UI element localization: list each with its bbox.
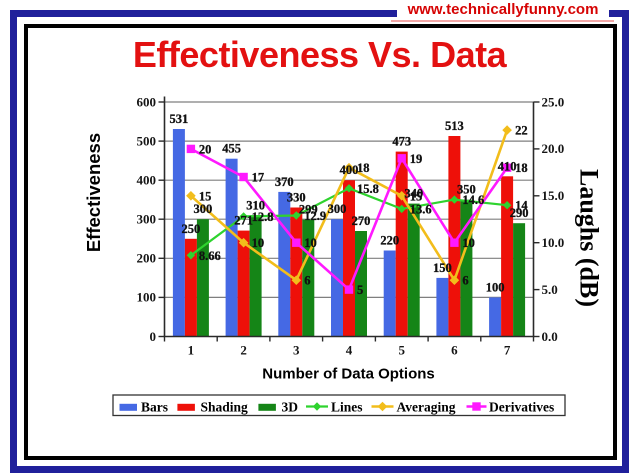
svg-text:340: 340 xyxy=(404,187,423,201)
svg-text:250: 250 xyxy=(182,222,201,236)
svg-text:19: 19 xyxy=(410,152,423,166)
svg-text:0.0: 0.0 xyxy=(542,329,558,344)
svg-text:531: 531 xyxy=(170,112,189,126)
svg-text:473: 473 xyxy=(392,135,411,149)
svg-text:400: 400 xyxy=(137,173,157,188)
svg-text:350: 350 xyxy=(457,183,476,197)
svg-text:15: 15 xyxy=(199,189,212,203)
svg-text:271: 271 xyxy=(234,214,253,228)
svg-text:400: 400 xyxy=(340,163,359,177)
svg-text:18: 18 xyxy=(515,161,528,175)
svg-text:370: 370 xyxy=(275,175,294,189)
svg-text:Averaging: Averaging xyxy=(397,400,456,415)
svg-text:22: 22 xyxy=(515,124,528,138)
svg-text:300: 300 xyxy=(137,212,157,227)
svg-text:600: 600 xyxy=(137,94,157,109)
svg-text:2: 2 xyxy=(240,343,247,358)
svg-text:18: 18 xyxy=(357,161,370,175)
svg-text:12.8: 12.8 xyxy=(252,210,274,224)
svg-text:15.8: 15.8 xyxy=(357,182,379,196)
svg-text:1: 1 xyxy=(188,343,195,358)
svg-text:7: 7 xyxy=(504,343,511,358)
svg-text:Number of Data Options: Number of Data Options xyxy=(262,366,435,383)
svg-text:Derivatives: Derivatives xyxy=(489,400,554,415)
svg-text:13.6: 13.6 xyxy=(410,202,432,216)
svg-text:500: 500 xyxy=(137,133,157,148)
svg-text:299: 299 xyxy=(299,203,318,217)
svg-text:100: 100 xyxy=(486,280,505,294)
svg-text:4: 4 xyxy=(346,343,353,358)
svg-text:200: 200 xyxy=(137,251,157,266)
svg-text:220: 220 xyxy=(380,234,399,248)
svg-text:6: 6 xyxy=(451,343,458,358)
svg-text:Shading: Shading xyxy=(201,400,249,415)
svg-text:270: 270 xyxy=(352,214,371,228)
svg-text:3: 3 xyxy=(293,343,300,358)
svg-text:300: 300 xyxy=(194,202,213,216)
svg-text:513: 513 xyxy=(445,119,464,133)
svg-text:15.0: 15.0 xyxy=(542,188,565,203)
svg-text:310: 310 xyxy=(246,198,265,212)
svg-text:17: 17 xyxy=(252,171,265,185)
svg-text:15: 15 xyxy=(410,189,423,203)
svg-text:5.0: 5.0 xyxy=(542,282,558,297)
svg-text:3D: 3D xyxy=(282,400,299,415)
svg-text:Laughs (dB): Laughs (dB) xyxy=(575,169,604,307)
svg-text:12.9: 12.9 xyxy=(304,209,326,223)
svg-text:Effectiveness: Effectiveness xyxy=(83,133,104,252)
svg-text:10: 10 xyxy=(252,236,265,250)
svg-text:8.66: 8.66 xyxy=(199,249,221,263)
svg-text:6: 6 xyxy=(304,274,310,288)
svg-text:100: 100 xyxy=(137,290,157,305)
svg-text:6: 6 xyxy=(462,274,468,288)
svg-text:410: 410 xyxy=(498,159,517,173)
svg-text:25.0: 25.0 xyxy=(542,94,565,109)
svg-text:330: 330 xyxy=(287,191,306,205)
svg-text:10: 10 xyxy=(462,236,475,250)
svg-text:10: 10 xyxy=(304,236,317,250)
svg-text:0: 0 xyxy=(150,329,157,344)
svg-text:10.0: 10.0 xyxy=(542,235,565,250)
svg-text:Lines: Lines xyxy=(331,400,363,415)
svg-text:20.0: 20.0 xyxy=(542,141,565,156)
svg-text:Bars: Bars xyxy=(141,400,168,415)
svg-text:20: 20 xyxy=(199,142,212,156)
svg-text:290: 290 xyxy=(510,206,529,220)
svg-text:14: 14 xyxy=(515,199,528,213)
svg-text:14.6: 14.6 xyxy=(462,193,484,207)
svg-text:150: 150 xyxy=(433,261,452,275)
svg-text:5: 5 xyxy=(357,283,363,297)
svg-text:5: 5 xyxy=(398,343,405,358)
svg-text:455: 455 xyxy=(222,142,241,156)
svg-text:300: 300 xyxy=(328,202,347,216)
